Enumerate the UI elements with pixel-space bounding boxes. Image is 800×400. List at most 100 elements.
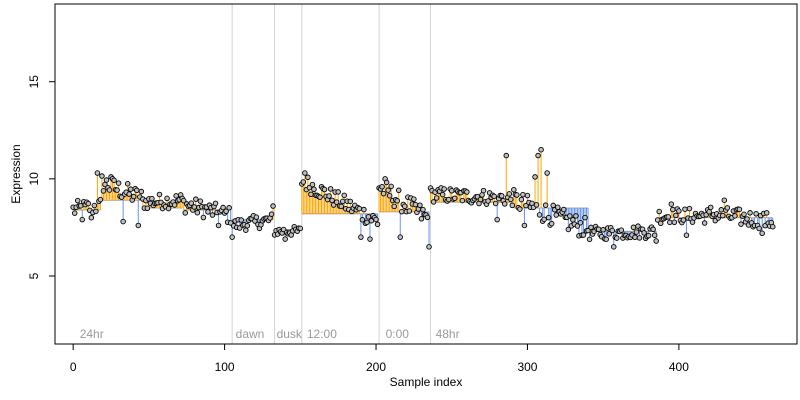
data-point [308,191,314,198]
data-point [521,222,528,229]
data-point [127,186,134,192]
data-point [361,206,367,213]
data-point [545,214,552,221]
data-point [680,217,687,223]
data-point [91,202,98,209]
data-point [333,199,340,205]
x-tick-label: 200 [366,360,386,374]
data-point [412,201,419,208]
data-point [124,180,131,187]
data-point [707,204,714,211]
data-point [542,202,549,208]
data-point [517,206,523,212]
data-point [511,186,517,193]
data-point [229,234,235,240]
data-point [665,214,672,220]
y-tick-label: 10 [27,172,41,186]
data-point [411,196,417,202]
data-point [391,203,397,210]
data-point [618,227,625,233]
data-point [191,204,198,210]
annotations-layer: 24hr dawn dusk 12:00 0:00 48hr [80,327,460,341]
data-point [321,186,328,193]
data-point [506,191,513,197]
data-point [445,196,452,203]
data-point [270,203,276,209]
data-point [164,195,170,202]
data-point [226,205,232,211]
data-point [380,190,387,197]
data-point [253,214,260,220]
points-layer [70,146,776,250]
data-point [238,217,245,223]
data-point [268,211,275,217]
data-point [645,232,652,239]
data-point [114,187,120,193]
data-point [586,236,593,243]
data-point [656,208,662,215]
data-point [633,229,640,235]
data-point [668,201,675,207]
data-point [220,204,226,211]
data-point [115,180,122,186]
data-point [424,214,431,221]
data-point [561,206,567,213]
data-point [93,208,99,215]
data-point [595,226,602,232]
annotation-label: 12:00 [307,327,337,341]
data-point [574,223,581,229]
data-point [397,234,404,240]
data-point [135,222,142,229]
data-point [747,210,753,216]
data-point [667,219,673,226]
data-point [603,236,609,242]
data-point [706,209,712,215]
data-point [347,198,354,205]
data-point [439,191,446,198]
data-point [544,170,550,176]
data-point [503,152,510,159]
data-point [188,200,195,206]
y-tick-label: 5 [27,272,41,279]
data-point [339,198,346,205]
data-point [356,205,363,212]
data-point [311,186,317,192]
data-point [636,235,643,241]
data-point [156,191,163,198]
data-point [171,202,178,208]
data-point [120,218,126,225]
data-point [554,204,561,211]
data-point [577,219,584,226]
data-point [374,221,381,228]
data-point [541,216,547,223]
data-point [165,205,172,212]
data-point [134,187,140,194]
data-point [741,211,747,218]
data-point [720,212,726,219]
data-point [721,197,728,203]
data-point [673,212,679,219]
data-point [514,192,520,198]
data-point [464,189,470,195]
data-point [498,193,505,199]
data-point [223,208,229,215]
data-point [130,193,137,200]
data-point [491,193,497,200]
data-point [215,222,222,229]
data-point [533,202,540,208]
data-point [388,183,394,190]
data-point [536,212,543,218]
data-point [383,179,390,186]
data-point [738,221,744,227]
data-point [209,212,216,218]
data-point [582,214,588,221]
data-point [193,196,199,202]
data-point [94,170,101,176]
data-point [138,188,145,195]
axis-layer: 0 100 200 300 400 5 10 15 [27,75,689,374]
data-point [394,198,400,204]
data-point [243,227,249,233]
data-point [532,174,538,180]
data-point [753,211,759,217]
data-point [379,183,385,190]
